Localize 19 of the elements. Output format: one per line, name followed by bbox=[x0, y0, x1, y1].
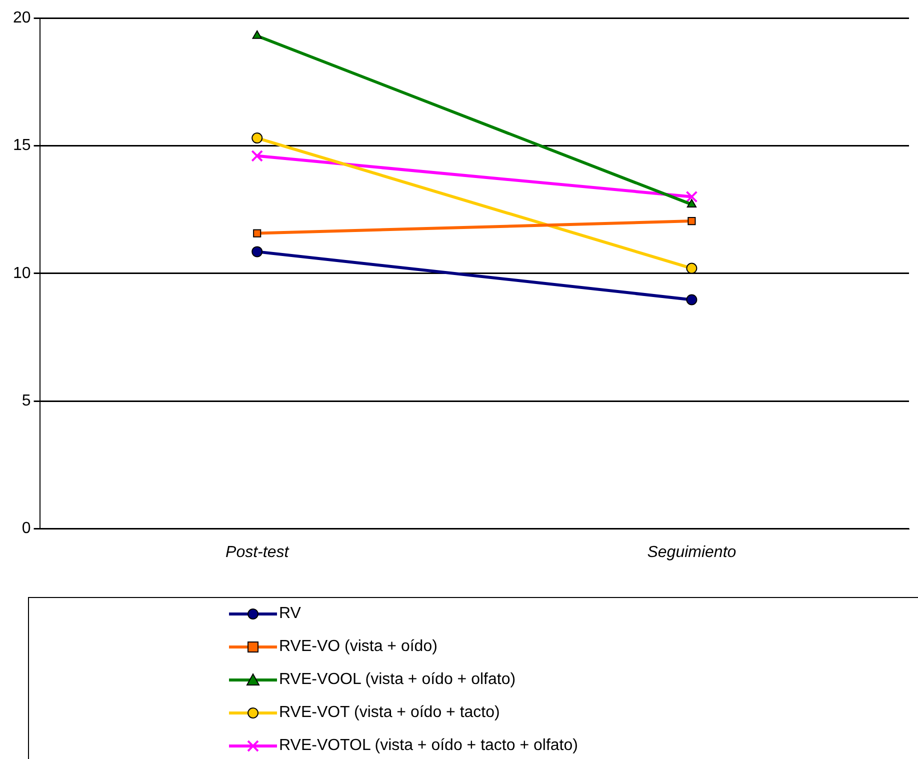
x-tick-label: Seguimiento bbox=[647, 544, 736, 561]
y-tick-label: 15 bbox=[13, 137, 31, 154]
point bbox=[253, 229, 262, 238]
point bbox=[252, 132, 263, 144]
legend-label: RVE-VOOL (vista + oído + olfato) bbox=[279, 671, 516, 689]
y-tick-label: 5 bbox=[22, 392, 31, 410]
point bbox=[252, 246, 263, 258]
point bbox=[251, 150, 264, 162]
legend-label: RVE-VOT (vista + oído + tacto) bbox=[279, 704, 500, 722]
point bbox=[688, 217, 696, 226]
x-tick-label: Post-test bbox=[226, 544, 290, 561]
y-tick-label: 10 bbox=[13, 264, 31, 282]
point bbox=[686, 294, 698, 306]
y-tick-label: 0 bbox=[22, 520, 31, 538]
legend-label: RV bbox=[279, 605, 301, 623]
point bbox=[686, 262, 698, 274]
legend-label: RVE-VO (vista + oído) bbox=[279, 638, 438, 656]
y-tick-label: 20 bbox=[13, 9, 31, 26]
legend-label: RVE-VOTOL (vista + oído + tacto + olfato) bbox=[279, 737, 578, 755]
